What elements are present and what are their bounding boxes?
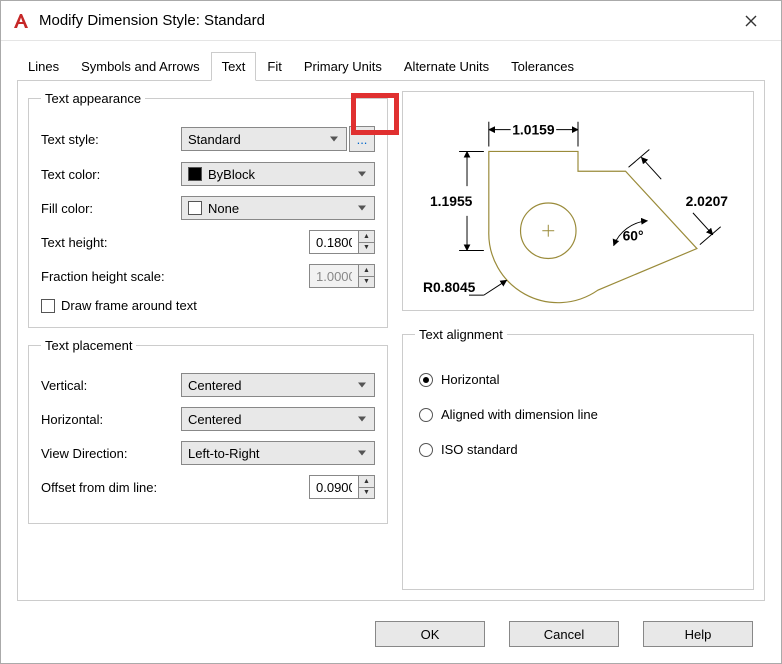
label-view-direction: View Direction: — [41, 446, 181, 461]
legend-appearance: Text appearance — [41, 91, 145, 106]
combo-horizontal[interactable]: Centered — [181, 407, 375, 431]
radio-horizontal-dot[interactable] — [419, 373, 433, 387]
right-column: 1.0159 1.1955 2.0207 60° — [402, 91, 754, 590]
combo-fill-color-value: None — [208, 201, 239, 216]
swatch-fill-color — [188, 201, 202, 215]
tab-fit[interactable]: Fit — [256, 52, 292, 81]
tab-content: Text appearance Text style: Standard ...… — [17, 80, 765, 601]
spinner-fraction-height: ▲▼ — [309, 264, 375, 288]
tabstrip: Lines Symbols and Arrows Text Fit Primar… — [1, 51, 781, 80]
preview-left-dim: 1.1955 — [430, 193, 473, 209]
combo-vertical[interactable]: Centered — [181, 373, 375, 397]
combo-vertical-value: Centered — [188, 378, 241, 393]
close-button[interactable] — [731, 6, 771, 36]
input-text-height[interactable] — [310, 231, 358, 253]
checkbox-draw-frame-box[interactable] — [41, 299, 55, 313]
cancel-button[interactable]: Cancel — [509, 621, 619, 647]
ok-button[interactable]: OK — [375, 621, 485, 647]
window-title: Modify Dimension Style: Standard — [39, 12, 731, 29]
combo-text-style[interactable]: Standard — [181, 127, 347, 151]
label-fill-color: Fill color: — [41, 201, 181, 216]
group-text-placement: Text placement Vertical: Centered Horizo… — [28, 338, 388, 524]
checkbox-draw-frame-label: Draw frame around text — [61, 298, 197, 313]
radio-iso-dot[interactable] — [419, 443, 433, 457]
label-offset: Offset from dim line: — [41, 480, 201, 495]
group-text-alignment: Text alignment Horizontal Aligned with d… — [402, 327, 754, 590]
swatch-text-color — [188, 167, 202, 181]
label-text-style: Text style: — [41, 132, 181, 147]
radio-iso[interactable]: ISO standard — [419, 442, 737, 457]
tab-alternate-units[interactable]: Alternate Units — [393, 52, 500, 81]
checkbox-draw-frame[interactable]: Draw frame around text — [41, 298, 375, 313]
radio-horizontal-label: Horizontal — [441, 372, 500, 387]
input-offset[interactable] — [310, 476, 358, 498]
combo-fill-color[interactable]: None — [181, 196, 375, 220]
legend-placement: Text placement — [41, 338, 136, 353]
button-bar: OK Cancel Help — [1, 611, 781, 663]
input-fraction-height — [310, 265, 358, 287]
tab-tolerances[interactable]: Tolerances — [500, 52, 585, 81]
combo-text-style-value: Standard — [188, 132, 241, 147]
help-button[interactable]: Help — [643, 621, 753, 647]
radio-aligned-dot[interactable] — [419, 408, 433, 422]
spin-text-height[interactable]: ▲▼ — [358, 231, 374, 253]
combo-horizontal-value: Centered — [188, 412, 241, 427]
tab-primary-units[interactable]: Primary Units — [293, 52, 393, 81]
radio-aligned[interactable]: Aligned with dimension line — [419, 407, 737, 422]
spinner-offset[interactable]: ▲▼ — [309, 475, 375, 499]
combo-text-color-value: ByBlock — [208, 167, 255, 182]
tab-text[interactable]: Text — [211, 52, 257, 81]
spinner-text-height[interactable]: ▲▼ — [309, 230, 375, 254]
label-vertical: Vertical: — [41, 378, 181, 393]
legend-alignment: Text alignment — [415, 327, 507, 342]
preview-diag-dim: 2.0207 — [686, 193, 729, 209]
preview-top-dim: 1.0159 — [512, 122, 555, 138]
label-fraction-height: Fraction height scale: — [41, 269, 201, 284]
titlebar: Modify Dimension Style: Standard — [1, 1, 781, 41]
text-style-ellipsis-button[interactable]: ... — [349, 126, 375, 152]
group-text-appearance: Text appearance Text style: Standard ...… — [28, 91, 388, 328]
label-horizontal: Horizontal: — [41, 412, 181, 427]
spin-fraction-height: ▲▼ — [358, 265, 374, 287]
preview-angle: 60° — [623, 228, 644, 244]
preview-radius: R0.8045 — [423, 279, 476, 295]
tab-lines[interactable]: Lines — [17, 52, 70, 81]
radio-iso-label: ISO standard — [441, 442, 518, 457]
dimension-preview: 1.0159 1.1955 2.0207 60° — [402, 91, 754, 311]
app-icon — [11, 11, 31, 31]
radio-aligned-label: Aligned with dimension line — [441, 407, 598, 422]
combo-view-direction[interactable]: Left-to-Right — [181, 441, 375, 465]
radio-horizontal[interactable]: Horizontal — [419, 372, 737, 387]
label-text-height: Text height: — [41, 235, 181, 250]
combo-text-color[interactable]: ByBlock — [181, 162, 375, 186]
tab-symbols-arrows[interactable]: Symbols and Arrows — [70, 52, 211, 81]
left-column: Text appearance Text style: Standard ...… — [28, 91, 388, 590]
dialog-window: Modify Dimension Style: Standard Lines S… — [0, 0, 782, 664]
spin-offset[interactable]: ▲▼ — [358, 476, 374, 498]
label-text-color: Text color: — [41, 167, 181, 182]
combo-view-direction-value: Left-to-Right — [188, 446, 260, 461]
